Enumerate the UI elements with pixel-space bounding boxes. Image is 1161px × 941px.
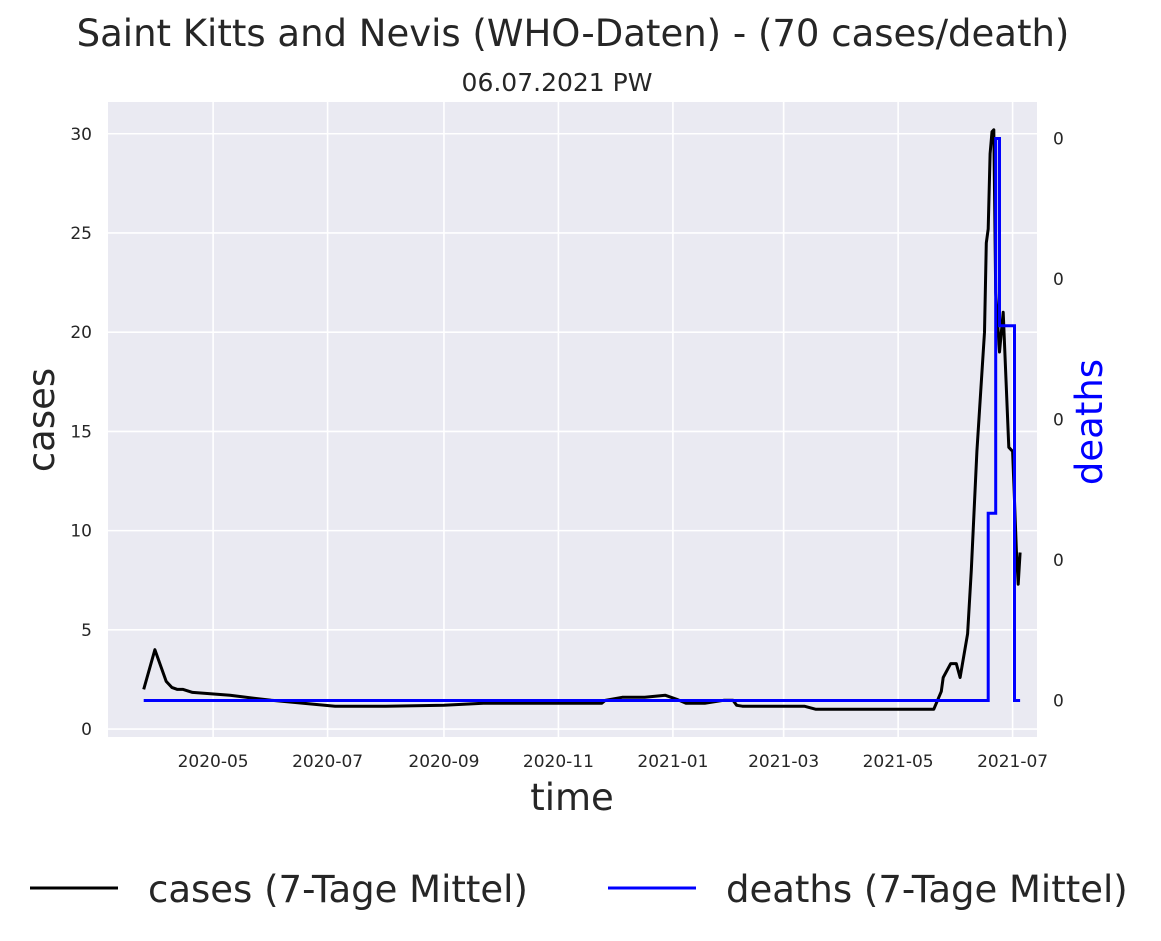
y-tick-label: 15 bbox=[70, 422, 92, 442]
x-tick-label: 2020-05 bbox=[178, 752, 249, 772]
y2-tick-label: 0 bbox=[1053, 411, 1064, 431]
x-tick-label: 2020-11 bbox=[523, 752, 594, 772]
x-tick-label: 2021-07 bbox=[977, 752, 1048, 772]
y-gridlines bbox=[108, 132, 1037, 730]
y2-tick-label: 0 bbox=[1053, 270, 1064, 290]
x-tick-label: 2021-05 bbox=[863, 752, 934, 772]
legend-label-cases: cases (7-Tage Mittel) bbox=[148, 868, 528, 911]
legend-label-deaths: deaths (7-Tage Mittel) bbox=[726, 868, 1128, 911]
y2-tick-labels: 0 0 0 0 0 bbox=[1053, 130, 1064, 712]
x-axis-label: time bbox=[530, 776, 614, 819]
y-tick-label: 25 bbox=[70, 224, 92, 244]
y2-tick-label: 0 bbox=[1053, 130, 1064, 150]
y2-axis-label: deaths bbox=[1068, 359, 1111, 485]
chart-title: Saint Kitts and Nevis (WHO-Daten) - (70 … bbox=[77, 12, 1070, 55]
y2-tick-label: 0 bbox=[1053, 691, 1064, 711]
x-tick-labels: 2020-05 2020-07 2020-09 2020-11 2021-01 2021-… bbox=[178, 752, 1049, 772]
x-tick-label: 2020-07 bbox=[292, 752, 363, 772]
x-tick-label: 2020-09 bbox=[408, 752, 479, 772]
y-tick-label: 10 bbox=[70, 522, 92, 542]
y-tick-label: 5 bbox=[81, 621, 92, 641]
y-tick-label: 0 bbox=[81, 720, 92, 740]
chart-subtitle: 06.07.2021 PW bbox=[462, 68, 653, 97]
plot-area bbox=[108, 102, 1037, 737]
y2-tick-label: 0 bbox=[1053, 551, 1064, 571]
y-tick-label: 20 bbox=[70, 323, 92, 343]
cases-series-line bbox=[142, 128, 1022, 711]
deaths-series-line bbox=[143, 137, 1021, 702]
legend: cases (7-Tage Mittel) deaths (7-Tage Mit… bbox=[30, 868, 1128, 911]
y-axis-label: cases bbox=[20, 368, 63, 472]
y-tick-labels: 0 5 10 15 20 25 30 bbox=[70, 125, 92, 740]
y-tick-label: 30 bbox=[70, 125, 92, 145]
x-tick-label: 2021-01 bbox=[637, 752, 708, 772]
x-gridlines bbox=[212, 102, 1014, 737]
x-tick-label: 2021-03 bbox=[748, 752, 819, 772]
